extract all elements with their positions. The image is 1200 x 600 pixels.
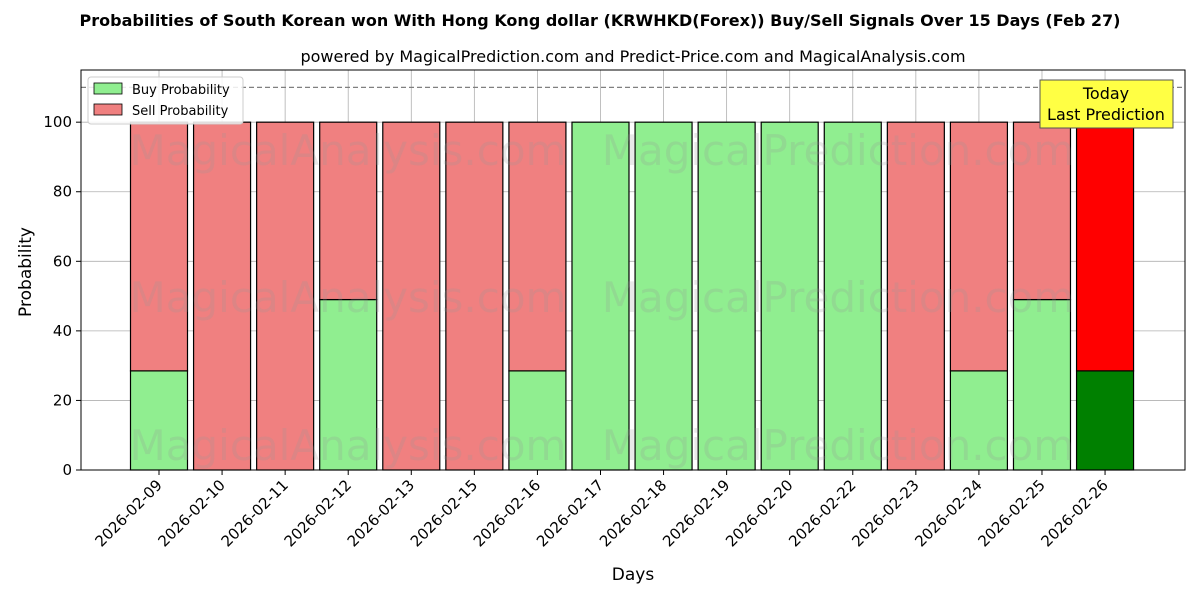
x-tick-label: 2026-02-25 [974, 476, 1048, 550]
watermark-text: MagicalPrediction.com [602, 421, 1075, 470]
x-tick-label: 2026-02-23 [848, 476, 922, 550]
bar-buy-2026-02-20 [760, 121, 819, 471]
y-tick-label: 0 [62, 461, 72, 479]
x-tick-label: 2026-02-12 [281, 476, 355, 550]
x-tick-label: 2026-02-10 [155, 476, 229, 550]
bar-buy-2026-02-12 [319, 298, 378, 471]
chart-subtitle: powered by MagicalPrediction.com and Pre… [300, 47, 965, 66]
watermark-text: MagicalPrediction.com [602, 273, 1075, 322]
chart-title: Probabilities of South Korean won With H… [80, 11, 1121, 30]
bar-sell-2026-02-23 [886, 121, 945, 471]
bars [129, 121, 1135, 471]
y-tick-label: 100 [43, 113, 72, 131]
x-tick-label: 2026-02-16 [470, 476, 544, 550]
bar-buy-2026-02-16 [508, 370, 567, 471]
x-tick-label: 2026-02-13 [344, 476, 418, 550]
y-axis-label: Probability [16, 227, 36, 317]
bar-sell-2026-02-16 [508, 121, 567, 372]
x-tick-label: 2026-02-15 [407, 476, 481, 550]
legend-label-sell: Sell Probability [132, 104, 229, 119]
bar-buy-2026-02-22 [823, 121, 882, 471]
x-tick-label: 2026-02-20 [722, 476, 796, 550]
bar-sell-2026-02-25 [1012, 121, 1072, 301]
legend: Buy Probability Sell Probability [87, 76, 244, 125]
bar-sell-2026-02-11 [256, 121, 315, 471]
annotation-box [1039, 79, 1174, 129]
x-tick-label: 2026-02-26 [1037, 476, 1111, 550]
today-annotation: Today Last Prediction [1039, 79, 1174, 129]
legend-label-buy: Buy Probability [132, 83, 230, 98]
annotation-line-1: Today [1082, 84, 1129, 103]
annotation-line-2: Last Prediction [1047, 105, 1165, 124]
x-tick-label: 2026-02-19 [659, 476, 733, 550]
bar-sell-2026-02-24 [949, 121, 1009, 372]
watermark-text: MagicalPrediction.com [602, 126, 1075, 175]
watermarks: MagicalAnalysis.com MagicalPrediction.com… [130, 126, 1075, 470]
y-tick-label: 40 [53, 322, 72, 340]
x-tick-label: 2026-02-22 [785, 476, 859, 550]
bar-buy-2026-02-25 [1012, 298, 1072, 471]
y-tick-label: 20 [53, 391, 72, 409]
bar-sell-2026-02-13 [382, 121, 441, 471]
x-tick-label: 2026-02-09 [91, 476, 165, 550]
y-tick-labels: 0 20 40 60 80 100 [43, 113, 81, 479]
axes [80, 69, 1186, 471]
bar-buy-2026-02-19 [697, 121, 756, 471]
bar-buy-2026-02-24 [949, 370, 1009, 471]
bar-sell-2026-02-12 [319, 121, 378, 301]
bar-sell-2026-02-09 [129, 121, 189, 372]
axes-frame [80, 69, 1186, 471]
y-tick-label: 80 [53, 183, 72, 201]
bar-buy-2026-02-26 [1075, 370, 1135, 471]
y-tick-label: 60 [53, 252, 72, 270]
x-tick-label: 2026-02-11 [218, 476, 292, 550]
legend-swatch-buy [93, 82, 123, 95]
bar-sell-2026-02-15 [445, 121, 504, 471]
bar-sell-2026-02-26 [1075, 121, 1135, 372]
x-tick-label: 2026-02-17 [533, 476, 607, 550]
legend-swatch-sell [93, 103, 123, 116]
x-axis-label: Days [612, 565, 655, 585]
x-tick-label: 2026-02-18 [596, 476, 670, 550]
watermark-text: MagicalAnalysis.com [130, 273, 567, 322]
legend-box [87, 76, 244, 125]
bar-buy-2026-02-17 [571, 121, 630, 471]
x-tick-label: 2026-02-24 [911, 476, 985, 550]
x-tick-labels: 2026-02-092026-02-102026-02-112026-02-12… [91, 470, 1112, 550]
watermark-text: MagicalAnalysis.com [130, 421, 567, 470]
watermark-text: MagicalAnalysis.com [130, 126, 567, 175]
